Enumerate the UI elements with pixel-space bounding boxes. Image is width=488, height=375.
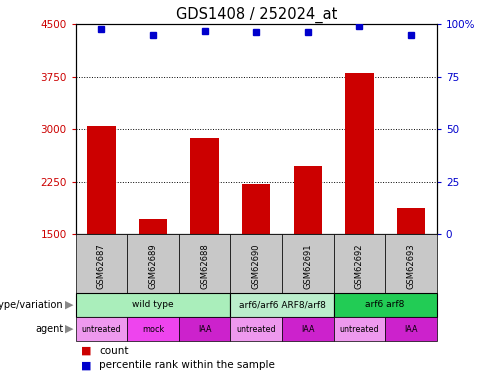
Bar xyxy=(87,126,116,234)
Text: ■: ■ xyxy=(81,346,91,356)
Text: untreated: untreated xyxy=(236,324,276,334)
Bar xyxy=(242,184,270,234)
Text: ▶: ▶ xyxy=(65,324,73,334)
Text: GSM62693: GSM62693 xyxy=(407,243,415,289)
Text: IAA: IAA xyxy=(301,324,315,334)
Bar xyxy=(397,209,425,234)
Text: GSM62688: GSM62688 xyxy=(200,243,209,289)
Text: arf6 arf8: arf6 arf8 xyxy=(366,300,405,309)
Title: GDS1408 / 252024_at: GDS1408 / 252024_at xyxy=(176,7,337,23)
Text: wild type: wild type xyxy=(132,300,174,309)
Bar xyxy=(294,166,322,234)
Text: IAA: IAA xyxy=(404,324,418,334)
Text: GSM62690: GSM62690 xyxy=(252,243,261,289)
Text: percentile rank within the sample: percentile rank within the sample xyxy=(99,360,275,370)
Text: mock: mock xyxy=(142,324,164,334)
Text: GSM62692: GSM62692 xyxy=(355,243,364,289)
Text: GSM62687: GSM62687 xyxy=(97,243,106,289)
Text: genotype/variation: genotype/variation xyxy=(0,300,63,310)
Text: untreated: untreated xyxy=(340,324,379,334)
Text: IAA: IAA xyxy=(198,324,211,334)
Text: GSM62689: GSM62689 xyxy=(148,243,158,289)
Bar xyxy=(345,74,374,234)
Text: count: count xyxy=(99,346,128,356)
Text: ■: ■ xyxy=(81,360,91,370)
Text: arf6/arf6 ARF8/arf8: arf6/arf6 ARF8/arf8 xyxy=(239,300,325,309)
Text: untreated: untreated xyxy=(81,324,121,334)
Text: GSM62691: GSM62691 xyxy=(303,243,312,289)
Text: agent: agent xyxy=(35,324,63,334)
Text: ▶: ▶ xyxy=(65,300,73,310)
Bar xyxy=(190,138,219,234)
Bar xyxy=(139,219,167,234)
